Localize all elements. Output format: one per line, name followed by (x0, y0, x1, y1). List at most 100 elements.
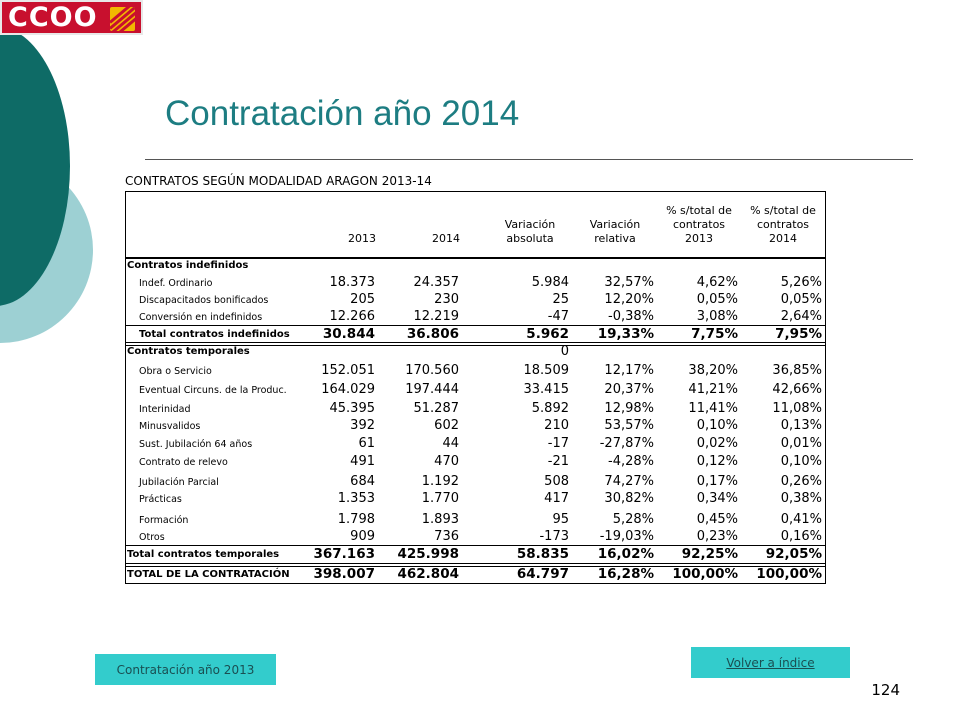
table-cell: 95 (552, 512, 569, 527)
table-cell: 684 (350, 474, 375, 489)
row-label: Jubilación Parcial (139, 476, 219, 488)
table-cell: -17 (547, 436, 569, 451)
table-rule (126, 342, 825, 343)
table-cell: 4,62% (696, 275, 738, 290)
table-cell: 3,08% (696, 309, 738, 324)
table-row: Contratos temporales 0 (126, 342, 825, 359)
table-cell: 33.415 (523, 382, 570, 397)
row-label: Minusvalidos (139, 420, 201, 432)
table-cell: -27,87% (599, 436, 654, 451)
table-cell: 16,28% (597, 565, 654, 582)
table-cell: 5,28% (612, 512, 654, 527)
row-label: Indef. Ordinario (139, 277, 213, 289)
column-header: % s/total de contratos 2014 (750, 204, 816, 245)
table-cell: 0,38% (780, 491, 822, 506)
table-cell: 18.373 (329, 275, 376, 290)
table-row: Formación 1.798 1.893 95 5,28% 0,45% 0,41% (126, 506, 825, 527)
table-cell: 0,10% (780, 454, 822, 469)
table-cell: 392 (350, 418, 375, 433)
row-label: Obra o Servicio (139, 365, 212, 377)
table-cell: 38,20% (688, 363, 738, 378)
table-cell: 5.892 (531, 401, 569, 416)
table-row: Minusvalidos 392 602 210 53,57% 0,10% 0,13% (126, 416, 825, 433)
table-cell: 92,05% (765, 545, 822, 562)
table-cell: 44 (442, 436, 459, 451)
table-cell: 0,02% (696, 436, 738, 451)
table-cell: 0,12% (696, 454, 738, 469)
table-cell: 12.266 (329, 309, 376, 324)
row-label: Eventual Circuns. de la Produc. (139, 384, 287, 396)
table-cell: 0,10% (696, 418, 738, 433)
aragon-flag-icon (110, 7, 135, 31)
table-cell: 425.998 (397, 545, 460, 562)
table-cell: 32,57% (604, 275, 654, 290)
table-cell: 64.797 (516, 565, 569, 582)
row-label: Otros (139, 531, 165, 543)
row-label: Prácticas (139, 493, 182, 505)
table-cell: -4,28% (608, 454, 654, 469)
row-heading: TOTAL DE LA CONTRATACIÓN (127, 569, 290, 580)
table-cell: 41,21% (688, 382, 738, 397)
table-cell: 74,27% (604, 474, 654, 489)
table-cell: 367.163 (313, 545, 376, 562)
table-row: Contratos indefinidos (126, 259, 825, 273)
table-row: Eventual Circuns. de la Produc. 164.029 19… (126, 378, 825, 397)
previous-year-button[interactable]: Contratación año 2013 (95, 654, 276, 685)
table-row: Prácticas 1.353 1.770 417 30,82% 0,34% 0,38% (126, 489, 825, 506)
table-rule (126, 563, 825, 564)
logo-text: CCOO (8, 2, 98, 33)
table-cell: 2,64% (780, 309, 822, 324)
table-cell: -47 (547, 309, 569, 324)
table-rule (126, 545, 825, 546)
table-cell: -173 (539, 529, 569, 544)
table-cell: 470 (434, 454, 459, 469)
table-cell: 508 (544, 474, 569, 489)
table-cell: 230 (434, 292, 459, 307)
row-label: Conversión en indefinidos (139, 311, 263, 323)
table-cell: 1.192 (421, 474, 459, 489)
ccoo-logo: CCOO (0, 0, 143, 35)
table-cell: 736 (434, 529, 459, 544)
table-row: Interinidad 45.395 51.287 5.892 12,98% 11,41%… (126, 397, 825, 416)
table-rule (126, 257, 825, 259)
table-cell: 909 (350, 529, 375, 544)
table-cell: 398.007 (313, 565, 376, 582)
table-row: Total contratos temporales 367.163 425.998… (126, 544, 825, 562)
table-cell: 0,16% (780, 529, 822, 544)
row-label: Discapacitados bonificados (139, 294, 269, 306)
table-cell: 11,08% (772, 401, 822, 416)
table-cell: 45.395 (329, 401, 376, 416)
table-cell: 25 (552, 292, 569, 307)
row-heading: Total contratos temporales (127, 549, 280, 560)
table-frame (125, 191, 826, 584)
table-row: Indef. Ordinario 18.373 24.357 5.984 32,57% 4… (126, 273, 825, 290)
table-cell: 30.844 (322, 325, 375, 342)
table-rule (126, 566, 825, 567)
table-cell: 0,17% (696, 474, 738, 489)
table-cell: 100,00% (756, 565, 822, 582)
table-cell: 53,57% (604, 418, 654, 433)
table-cell: 152.051 (321, 363, 375, 378)
column-header: Variación absoluta (504, 218, 556, 245)
table-cell: 7,95% (775, 325, 822, 342)
table-cell: 205 (350, 292, 375, 307)
table-cell: 0,23% (696, 529, 738, 544)
column-header: Variación relativa (589, 218, 641, 245)
table-cell: 197.444 (405, 382, 459, 397)
table-cell: 36,85% (772, 363, 822, 378)
table-row: Contrato de relevo 491 470 -21 -4,28% 0,12% 0,… (126, 451, 825, 469)
table-cell: 11,41% (688, 401, 738, 416)
table-cell: 42,66% (772, 382, 822, 397)
table-cell: 12,98% (604, 401, 654, 416)
back-to-index-link[interactable]: Volver a índice (691, 647, 850, 678)
column-header: % s/total de contratos 2013 (666, 204, 732, 245)
table-cell: 5.962 (526, 325, 569, 342)
title-divider (145, 159, 913, 160)
table-cell: 0 (560, 344, 569, 359)
table-cell: 24.357 (413, 275, 460, 290)
table-cell: 1.353 (337, 491, 375, 506)
table-cell: -19,03% (599, 529, 654, 544)
table-cell: 12,17% (604, 363, 654, 378)
row-label: Contrato de relevo (139, 456, 228, 468)
